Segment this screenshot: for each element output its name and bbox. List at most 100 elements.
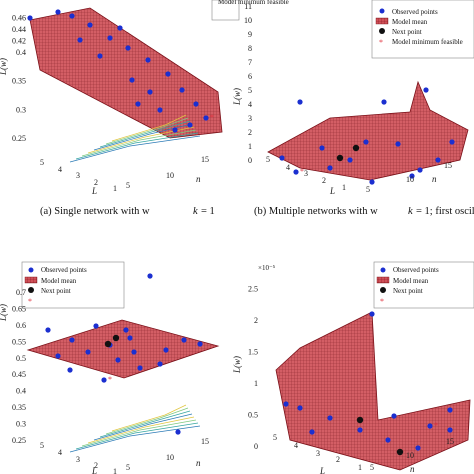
panel-a: Model minimum feasible L(w) L n * 0.250.… (0, 0, 289, 196)
ztick-d: 1 (254, 379, 258, 388)
caption-b-tail: = 1; first oscillatory function (416, 206, 474, 217)
observed-point (181, 337, 187, 343)
xtick-a: 2 (94, 178, 98, 187)
xtick-b: 5 (266, 155, 270, 164)
contour-line-c (81, 419, 197, 447)
next-point (104, 340, 112, 348)
observed-point (391, 413, 397, 419)
next-point (112, 334, 120, 342)
ytick-c: 5 (126, 463, 130, 472)
observed-point (101, 377, 107, 383)
legend-a-min: Model minimum feasible (218, 0, 289, 6)
observed-point (69, 337, 75, 343)
ztick-b: 8 (248, 44, 252, 53)
ytick-d: 10 (406, 451, 414, 460)
xtick-b: 1 (342, 183, 346, 192)
contour-line-a (75, 132, 199, 160)
ytick-a: 15 (201, 155, 209, 164)
ytick-b: 10 (406, 175, 414, 184)
legend-b-min: Model minimum feasible (392, 38, 463, 46)
observed-point (447, 407, 453, 413)
observed-point (297, 99, 303, 105)
ylabel-b: n (432, 174, 437, 184)
legend-b-mean: Model mean (392, 18, 428, 26)
ztick-b: 4 (248, 100, 252, 109)
xtick-c: 1 (113, 467, 117, 474)
caption-a: (a) Single network with w (40, 206, 150, 217)
xlabel-a: L (91, 186, 97, 196)
observed-point (327, 415, 333, 421)
xticks-d: 5 4 3 2 1 (273, 433, 362, 472)
observed-point (187, 122, 193, 128)
surface-mesh-a (29, 7, 223, 139)
observed-point (147, 273, 153, 279)
points-b: * (279, 87, 455, 185)
contour-c (69, 404, 201, 453)
surface-mesh-b (267, 80, 469, 181)
next-point (336, 154, 344, 162)
surface-mesh-c (26, 319, 220, 379)
legend-d-min-marker: * (380, 297, 384, 306)
zlabel-b: L(w) (232, 88, 242, 106)
xticks-a: 5 4 3 2 1 (40, 158, 117, 193)
observed-point (297, 405, 303, 411)
legend-d-observed: Observed points (393, 266, 439, 274)
observed-point (347, 157, 353, 163)
ztick-a: 0.44 (12, 25, 26, 34)
legend-c-observed-marker (28, 267, 34, 273)
legend-d-observed-marker (380, 267, 386, 273)
ztick-b: 5 (248, 86, 252, 95)
points-d: * (283, 311, 453, 456)
observed-point (193, 101, 199, 107)
minimum-point: * (434, 421, 438, 430)
exponent-d: ×10⁻⁵ (258, 264, 276, 272)
next-point (396, 448, 404, 456)
observed-point (135, 101, 141, 107)
legend-d-next-marker (380, 287, 386, 293)
ztick-d: 2 (254, 316, 258, 325)
legend-c-next: Next point (41, 287, 71, 295)
observed-point (55, 353, 61, 359)
xtick-d: 5 (273, 433, 277, 442)
xtick-b: 4 (286, 163, 290, 172)
observed-point (127, 335, 133, 341)
legend-b-observed: Observed points (392, 8, 438, 16)
observed-point (385, 437, 391, 443)
ztick-b: 0 (248, 156, 252, 165)
ztick-c: 0.7 (16, 288, 26, 297)
panel-c: Observed points Model mean Next point * … (0, 261, 220, 474)
observed-point (409, 173, 415, 179)
observed-point (93, 323, 99, 329)
contour-line-c (69, 425, 201, 453)
ztick-b: 9 (248, 30, 252, 39)
contour-line-a (81, 129, 197, 157)
legend-b-observed-marker (379, 8, 385, 14)
contour-a (69, 114, 201, 163)
legend-c-observed: Observed points (41, 266, 87, 274)
ztick-c: 0.5 (16, 354, 26, 363)
zticks-c: 0.25 0.3 0.35 0.4 0.45 0.5 0.55 0.6 0.65 0.7 (12, 288, 26, 445)
legend-d-mean: Model mean (393, 277, 429, 285)
observed-point (67, 367, 73, 373)
yticks-b: 5 10 15 (366, 161, 452, 194)
xticks-b: 5 4 3 2 1 (266, 155, 346, 192)
legend-box-b (371, 0, 474, 59)
ytick-d: 5 (370, 463, 374, 472)
ztick-c: 0.65 (12, 304, 26, 313)
observed-point (395, 141, 401, 147)
observed-point (369, 311, 375, 317)
observed-point (115, 357, 121, 363)
contour-line-a (111, 114, 187, 142)
observed-point (45, 327, 51, 333)
ylabel-d: n (410, 464, 415, 474)
ytick-a: 10 (166, 171, 174, 180)
ztick-c: 0.4 (16, 387, 26, 396)
contour-line-c (99, 410, 191, 438)
observed-point (165, 71, 171, 77)
observed-point (427, 423, 433, 429)
ztick-b: 3 (248, 114, 252, 123)
observed-point (435, 157, 441, 163)
ztick-c: 0.55 (12, 337, 26, 346)
observed-point (369, 179, 375, 185)
